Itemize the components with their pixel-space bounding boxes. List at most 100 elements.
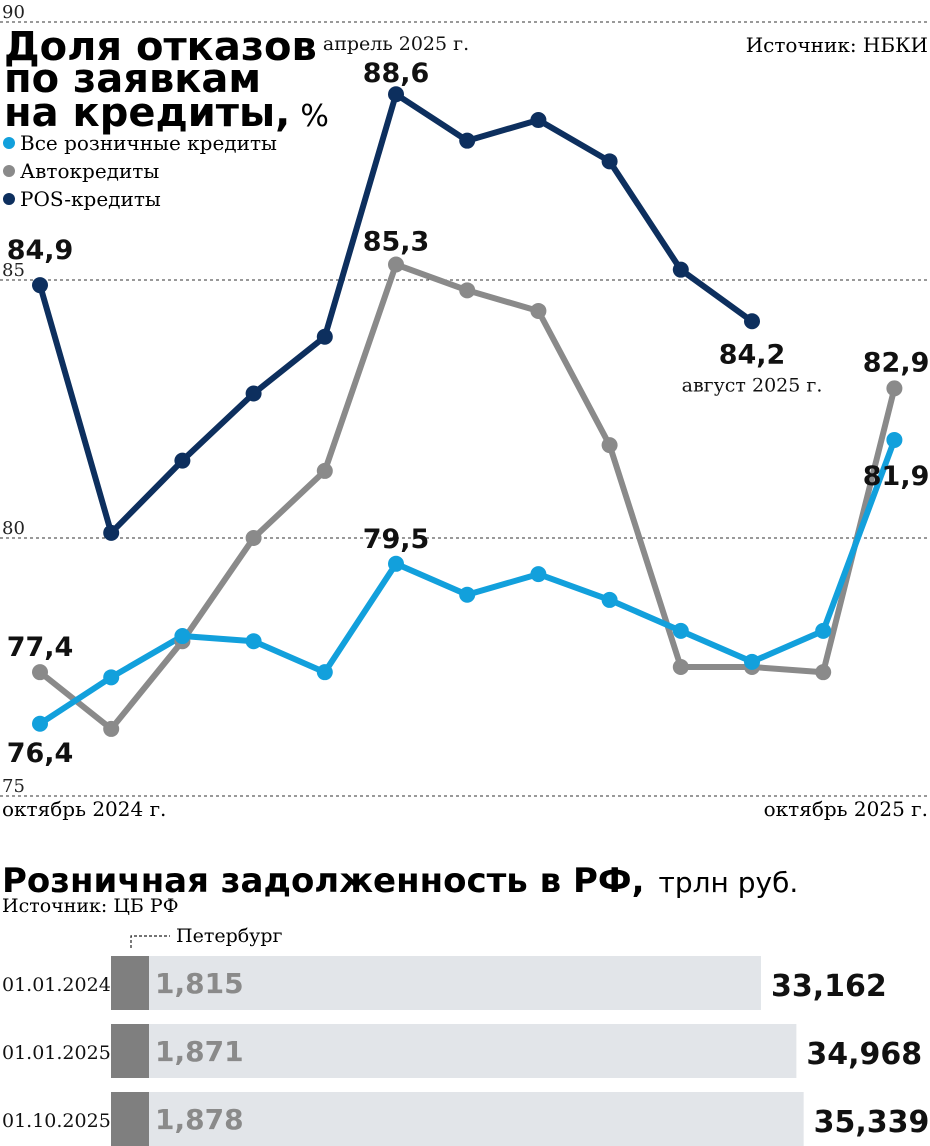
spb-bar bbox=[111, 1092, 149, 1146]
title-line-2: по заявкам bbox=[4, 56, 261, 102]
data-point-s0-5 bbox=[388, 555, 404, 572]
y-axis-ticks: 75 80 85 90 bbox=[2, 2, 25, 797]
title-unit: % bbox=[300, 99, 329, 134]
y-tick-label: 85 bbox=[2, 260, 25, 281]
value-label: 85,3 bbox=[363, 227, 430, 258]
spb-value-label: 1,815 bbox=[155, 967, 244, 1000]
series-line-0 bbox=[37, 437, 898, 727]
legend-item-pos: POS-кредиты bbox=[3, 187, 161, 211]
total-value-label: 35,339 bbox=[814, 1105, 930, 1140]
data-point-s1-12 bbox=[886, 380, 903, 397]
data-point-s2-4 bbox=[316, 328, 333, 345]
data-point-s0-2 bbox=[174, 628, 191, 645]
data-point-s1-1 bbox=[103, 720, 120, 737]
data-point-s2-3 bbox=[245, 385, 262, 402]
data-point-s1-0 bbox=[32, 664, 48, 681]
grid-lines bbox=[0, 21, 930, 797]
spb-label: Петербург bbox=[176, 925, 283, 947]
spb-bar bbox=[111, 956, 149, 1010]
bars: 01.01.2024 1,815 33,162 01.01.2025 1,871 34,9… bbox=[2, 956, 929, 1146]
row-date-label: 01.10.2025 bbox=[2, 1110, 111, 1132]
data-labels: 84,9 88,6 апрель 2025 г. 84,2 август 2025 г.… bbox=[7, 33, 930, 769]
legend-marker-auto bbox=[3, 165, 15, 177]
data-point-s2-1 bbox=[103, 524, 120, 541]
data-point-s1-9 bbox=[672, 659, 689, 675]
refusal-rate-line-chart: 75 80 85 90 84,9 88,6 апрель 2025 г. 84,2 авгус… bbox=[0, 2, 930, 821]
data-point-s2-7 bbox=[530, 112, 547, 129]
spb-value-label: 1,878 bbox=[155, 1103, 244, 1136]
value-label: 76,4 bbox=[7, 738, 74, 769]
total-bar bbox=[111, 956, 761, 1010]
data-point-s0-6 bbox=[459, 586, 476, 603]
legend: Все розничные кредиты Автокредиты POS-кр… bbox=[3, 131, 277, 211]
legend-label-retail: Все розничные кредиты bbox=[20, 131, 277, 155]
y-tick-label: 80 bbox=[2, 518, 25, 539]
legend-marker-pos bbox=[3, 193, 15, 205]
legend-marker-retail bbox=[3, 137, 15, 149]
data-point-s2-10 bbox=[744, 313, 760, 330]
legend-item-retail: Все розничные кредиты bbox=[3, 131, 277, 155]
row-date-label: 01.01.2025 bbox=[2, 1042, 111, 1064]
data-point-s2-5 bbox=[388, 86, 404, 103]
title-line-1: Доля отказов bbox=[4, 24, 317, 70]
data-point-s1-6 bbox=[459, 282, 476, 299]
total-bar bbox=[111, 1092, 804, 1146]
source-label: Источник: НБКИ bbox=[746, 33, 928, 57]
data-point-s1-11 bbox=[815, 664, 832, 681]
data-point-s0-1 bbox=[103, 669, 120, 686]
x-end-label: октябрь 2025 г. bbox=[764, 797, 928, 821]
spb-bar bbox=[111, 1024, 149, 1078]
data-point-s0-8 bbox=[601, 591, 618, 608]
value-label: 88,6 bbox=[363, 58, 430, 89]
legend-item-auto: Автокредиты bbox=[3, 159, 159, 183]
data-point-s0-12 bbox=[886, 431, 903, 448]
x-start-label: октябрь 2024 г. bbox=[2, 797, 166, 821]
data-point-s0-10 bbox=[744, 653, 760, 670]
data-point-s0-3 bbox=[245, 633, 262, 650]
data-point-s1-5 bbox=[388, 256, 404, 273]
value-label: 79,5 bbox=[363, 524, 430, 555]
legend-label-auto: Автокредиты bbox=[20, 159, 159, 183]
bar-chart-unit: трлн руб. bbox=[659, 866, 799, 899]
value-label: 84,2 bbox=[719, 339, 786, 370]
data-point-s1-7 bbox=[530, 302, 547, 319]
data-point-s1-4 bbox=[316, 462, 333, 479]
data-point-s1-8 bbox=[601, 437, 618, 454]
chart-title: Доля отказов по заявкам на кредиты,% bbox=[4, 24, 329, 136]
value-note: апрель 2025 г. bbox=[323, 33, 469, 55]
value-label: 77,4 bbox=[7, 632, 74, 663]
data-point-s2-9 bbox=[672, 261, 689, 278]
total-value-label: 34,968 bbox=[806, 1037, 922, 1072]
data-point-s2-8 bbox=[601, 153, 618, 170]
value-label: 81,9 bbox=[863, 461, 930, 492]
bar-chart-title: Розничная задолженность в РФ, трлн руб. bbox=[2, 861, 798, 901]
series-lines bbox=[37, 91, 898, 732]
data-point-s0-9 bbox=[672, 622, 689, 639]
spb-value-label: 1,871 bbox=[155, 1035, 244, 1068]
value-note: август 2025 г. bbox=[682, 374, 823, 396]
data-point-s0-4 bbox=[316, 664, 333, 681]
data-point-s2-0 bbox=[32, 277, 48, 294]
data-point-s2-6 bbox=[459, 132, 476, 149]
y-tick-label: 90 bbox=[2, 2, 25, 23]
series-line-1 bbox=[37, 261, 898, 732]
data-point-s0-11 bbox=[815, 622, 832, 639]
title-line-3: на кредиты,% bbox=[4, 90, 329, 136]
legend-label-pos: POS-кредиты bbox=[20, 187, 161, 211]
value-label: 84,9 bbox=[7, 235, 74, 266]
total-value-label: 33,162 bbox=[771, 969, 887, 1004]
series-points bbox=[32, 86, 903, 737]
data-point-s2-2 bbox=[174, 452, 191, 469]
bar-chart-source: Источник: ЦБ РФ bbox=[2, 895, 179, 917]
value-label: 82,9 bbox=[863, 347, 930, 378]
retail-debt-bar-chart: Розничная задолженность в РФ, трлн руб. И… bbox=[2, 861, 929, 1146]
data-point-s1-3 bbox=[245, 530, 262, 546]
row-date-label: 01.01.2024 bbox=[2, 974, 111, 996]
total-bar bbox=[111, 1024, 797, 1078]
bar-chart-title-text: Розничная задолженность в РФ, bbox=[2, 861, 645, 901]
data-point-s0-0 bbox=[32, 715, 48, 732]
y-tick-label: 75 bbox=[2, 776, 25, 797]
spb-leader-line bbox=[130, 935, 170, 948]
data-point-s0-7 bbox=[530, 566, 547, 583]
title-line-3-text: на кредиты, bbox=[4, 90, 290, 136]
